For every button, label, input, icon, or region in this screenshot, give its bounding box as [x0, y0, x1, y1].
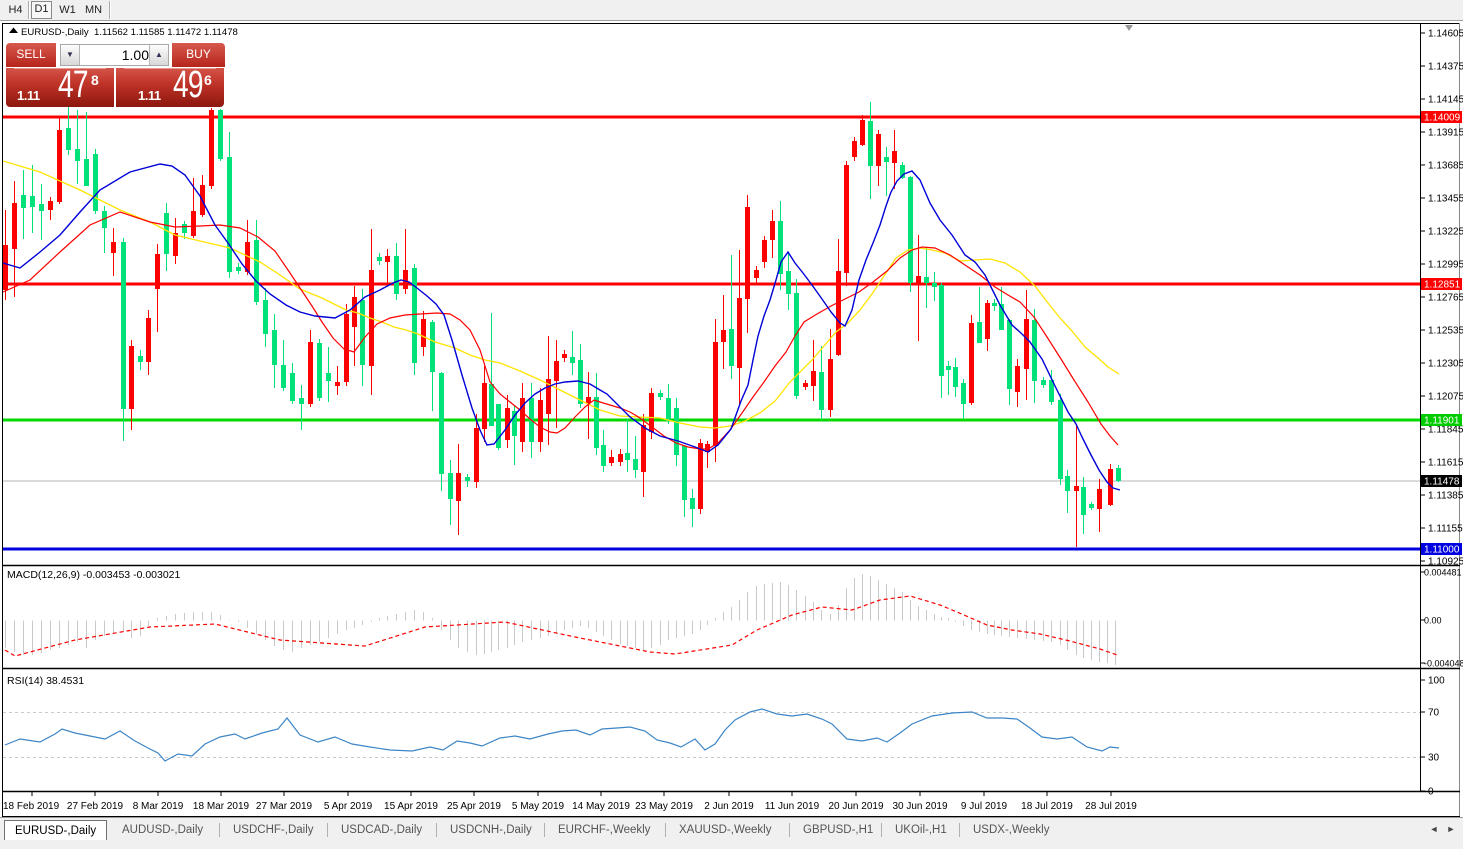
- svg-text:1.11615: 1.11615: [1428, 458, 1463, 469]
- svg-text:1.11478: 1.11478: [1424, 477, 1460, 488]
- svg-text:EURUSD-,Daily 1.11562 1.11585: EURUSD-,Daily 1.11562 1.11585 1.11472 1.…: [21, 27, 238, 38]
- svg-text:MACD(12,26,9) -0.003453 -0.003: MACD(12,26,9) -0.003453 -0.003021: [7, 569, 181, 581]
- svg-text:8 Mar 2019: 8 Mar 2019: [133, 801, 184, 812]
- svg-text:14 May 2019: 14 May 2019: [572, 801, 630, 812]
- svg-text:15 Apr 2019: 15 Apr 2019: [384, 801, 438, 812]
- svg-text:1.11155: 1.11155: [1428, 524, 1463, 535]
- svg-text:1.11385: 1.11385: [1428, 491, 1463, 502]
- svg-text:1.12305: 1.12305: [1428, 359, 1463, 370]
- svg-text:20 Jun 2019: 20 Jun 2019: [828, 801, 883, 812]
- svg-text:28 Jul 2019: 28 Jul 2019: [1085, 801, 1137, 812]
- svg-text:1.12535: 1.12535: [1428, 326, 1463, 337]
- svg-text:1.11901: 1.11901: [1424, 416, 1460, 427]
- svg-text:70: 70: [1428, 708, 1440, 719]
- svg-text:18 Mar 2019: 18 Mar 2019: [193, 801, 250, 812]
- svg-text:11 Jun 2019: 11 Jun 2019: [765, 801, 820, 812]
- svg-text:1.14009: 1.14009: [1424, 113, 1461, 124]
- svg-text:1.13685: 1.13685: [1428, 161, 1463, 172]
- svg-text:25 Apr 2019: 25 Apr 2019: [447, 801, 501, 812]
- svg-text:9 Jul 2019: 9 Jul 2019: [961, 801, 1008, 812]
- svg-text:2 Jun 2019: 2 Jun 2019: [704, 801, 754, 812]
- svg-text:1.13225: 1.13225: [1428, 227, 1463, 238]
- svg-text:1.12995: 1.12995: [1428, 260, 1463, 271]
- svg-text:5 Apr 2019: 5 Apr 2019: [324, 801, 373, 812]
- svg-text:23 May 2019: 23 May 2019: [635, 801, 693, 812]
- svg-text:0: 0: [1428, 787, 1434, 798]
- svg-text:1.14605: 1.14605: [1428, 29, 1463, 40]
- svg-text:27 Mar 2019: 27 Mar 2019: [256, 801, 313, 812]
- svg-text:30: 30: [1428, 753, 1440, 764]
- svg-text:1.11000: 1.11000: [1424, 545, 1460, 556]
- svg-text:1.14145: 1.14145: [1428, 95, 1463, 106]
- svg-text:1.12075: 1.12075: [1428, 392, 1463, 403]
- svg-text:-0.004048: -0.004048: [1424, 659, 1463, 669]
- svg-text:1.13455: 1.13455: [1428, 194, 1463, 205]
- svg-text:18 Feb 2019: 18 Feb 2019: [3, 801, 60, 812]
- svg-text:18 Jul 2019: 18 Jul 2019: [1021, 801, 1073, 812]
- svg-text:5 May 2019: 5 May 2019: [512, 801, 565, 812]
- svg-text:1.13915: 1.13915: [1428, 128, 1463, 139]
- svg-text:1.10925: 1.10925: [1428, 557, 1463, 568]
- svg-text:27 Feb 2019: 27 Feb 2019: [67, 801, 124, 812]
- svg-text:1.12851: 1.12851: [1424, 280, 1461, 291]
- svg-text:0.00: 0.00: [1424, 616, 1442, 626]
- svg-text:1.14375: 1.14375: [1428, 62, 1463, 73]
- svg-text:100: 100: [1428, 676, 1445, 687]
- svg-text:RSI(14) 38.4531: RSI(14) 38.4531: [7, 675, 84, 687]
- svg-text:1.12765: 1.12765: [1428, 293, 1463, 304]
- svg-text:1.11845: 1.11845: [1428, 425, 1463, 436]
- svg-text:0.004481: 0.004481: [1424, 568, 1462, 578]
- svg-text:30 Jun 2019: 30 Jun 2019: [892, 801, 947, 812]
